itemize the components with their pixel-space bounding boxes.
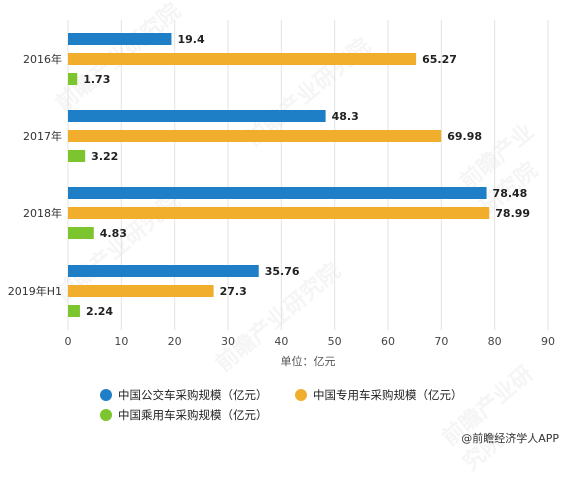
bar [68, 265, 259, 277]
value-label: 65.27 [422, 53, 457, 66]
x-tick-label: 80 [488, 335, 502, 348]
bar [68, 227, 94, 239]
bar [68, 285, 214, 297]
bar [68, 187, 487, 199]
x-axis-title: 单位：亿元 [281, 354, 336, 368]
bar [68, 305, 80, 317]
category-label: 2016年 [23, 52, 62, 66]
bar [68, 33, 172, 45]
category-label: 2018年 [23, 206, 62, 220]
x-tick-label: 40 [274, 335, 288, 348]
x-tick-labels: 0 10 20 30 40 50 60 70 80 90 [65, 335, 556, 348]
legend-label-bus: 中国公交车采购规模（亿元） [118, 388, 268, 402]
x-tick-label: 60 [381, 335, 395, 348]
category-label: 2019年H1 [8, 284, 62, 298]
value-label: 2.24 [86, 305, 113, 318]
x-tick-label: 90 [541, 335, 555, 348]
legend: 中国公交车采购规模（亿元） 中国专用车采购规模（亿元） 中国乘用车采购规模（亿元… [0, 382, 565, 430]
value-label: 27.3 [220, 285, 247, 298]
value-label: 35.76 [265, 265, 300, 278]
bar [68, 73, 78, 85]
legend-item-bus: 中国公交车采购规模（亿元） [100, 387, 268, 403]
value-label: 78.48 [493, 187, 528, 200]
legend-label-passenger: 中国乘用车采购规模（亿元） [118, 408, 268, 422]
bar-chart: 19.4 48.3 78.48 35.76 65.27 69.98 78.99 27.3 1.7… [8, 20, 556, 368]
bar [68, 130, 442, 142]
category-labels: 2016年 2017年 2018年 2019年H1 [8, 52, 62, 298]
x-tick-label: 0 [65, 335, 72, 348]
value-label: 48.3 [332, 110, 359, 123]
legend-dot-bus [100, 389, 112, 401]
value-label: 1.73 [83, 73, 110, 86]
bar [68, 110, 326, 122]
legend-dot-special [295, 389, 307, 401]
legend-label-special: 中国专用车采购规模（亿元） [313, 388, 463, 402]
x-tick-label: 10 [114, 335, 128, 348]
value-label: 4.83 [100, 227, 127, 240]
value-label: 3.22 [91, 150, 118, 163]
source-credit: @前瞻经济学人APP [461, 432, 559, 445]
bar [68, 150, 86, 162]
gridlines [67, 20, 549, 330]
legend-item-special: 中国专用车采购规模（亿元） [295, 387, 463, 403]
legend-item-passenger: 中国乘用车采购规模（亿元） [100, 407, 268, 423]
x-tick-label: 70 [434, 335, 448, 348]
value-label: 69.98 [447, 130, 482, 143]
value-labels: 19.4 48.3 78.48 35.76 65.27 69.98 78.99 27.3 1.7… [83, 33, 530, 318]
bar [68, 53, 417, 65]
x-tick-label: 20 [168, 335, 182, 348]
value-label: 78.99 [495, 207, 530, 220]
x-tick-label: 30 [221, 335, 235, 348]
category-label: 2017年 [23, 129, 62, 143]
bar [68, 207, 490, 219]
value-label: 19.4 [177, 33, 204, 46]
bars [68, 33, 490, 317]
legend-dot-passenger [100, 409, 112, 421]
x-tick-label: 50 [328, 335, 342, 348]
